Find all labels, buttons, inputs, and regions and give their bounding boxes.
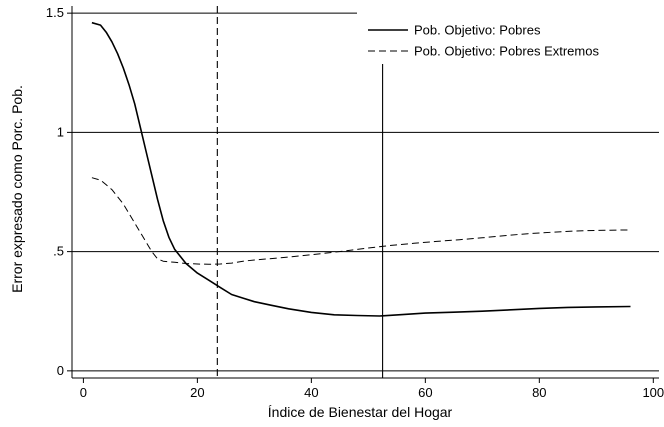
y-tick-label: 1.5 [46,5,64,20]
legend-box [357,6,659,64]
axes [67,6,659,383]
series-line [91,21,631,317]
x-tick-label: 20 [190,385,204,400]
gridlines [72,12,659,372]
tick-labels: 0 .5 1 1.5 0 20 40 60 80 100 [46,5,664,400]
y-axis-title: Error expresado como Porc. Pob. [9,85,25,293]
series-line [91,177,631,265]
legend-label: Pob. Objetivo: Pobres Extremos [414,44,599,59]
series-lines [91,21,631,317]
x-tick-label: 60 [418,385,432,400]
x-tick-label: 40 [304,385,318,400]
x-tick-label: 80 [532,385,546,400]
y-tick-label: 0 [57,363,64,378]
x-axis-title: Índice de Bienestar del Hogar [268,404,453,420]
legend: Pob. Objetivo: Pobres Pob. Objetivo: Pobr… [357,6,659,64]
legend-label: Pob. Objetivo: Pobres [414,23,541,38]
x-tick-label: 0 [80,385,87,400]
y-tick-label: 1 [57,124,64,139]
y-tick-label: .5 [53,244,64,259]
x-tick-label: 100 [642,385,664,400]
